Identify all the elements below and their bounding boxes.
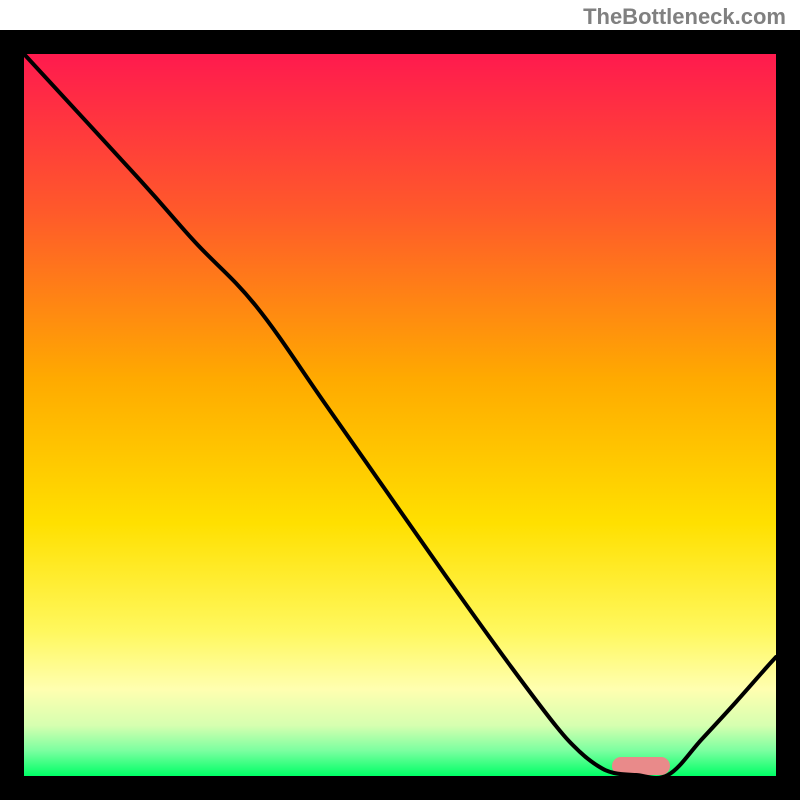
watermark-text: TheBottleneck.com bbox=[583, 4, 786, 30]
bottleneck-curve bbox=[24, 54, 776, 778]
chart-overlay bbox=[0, 0, 800, 800]
